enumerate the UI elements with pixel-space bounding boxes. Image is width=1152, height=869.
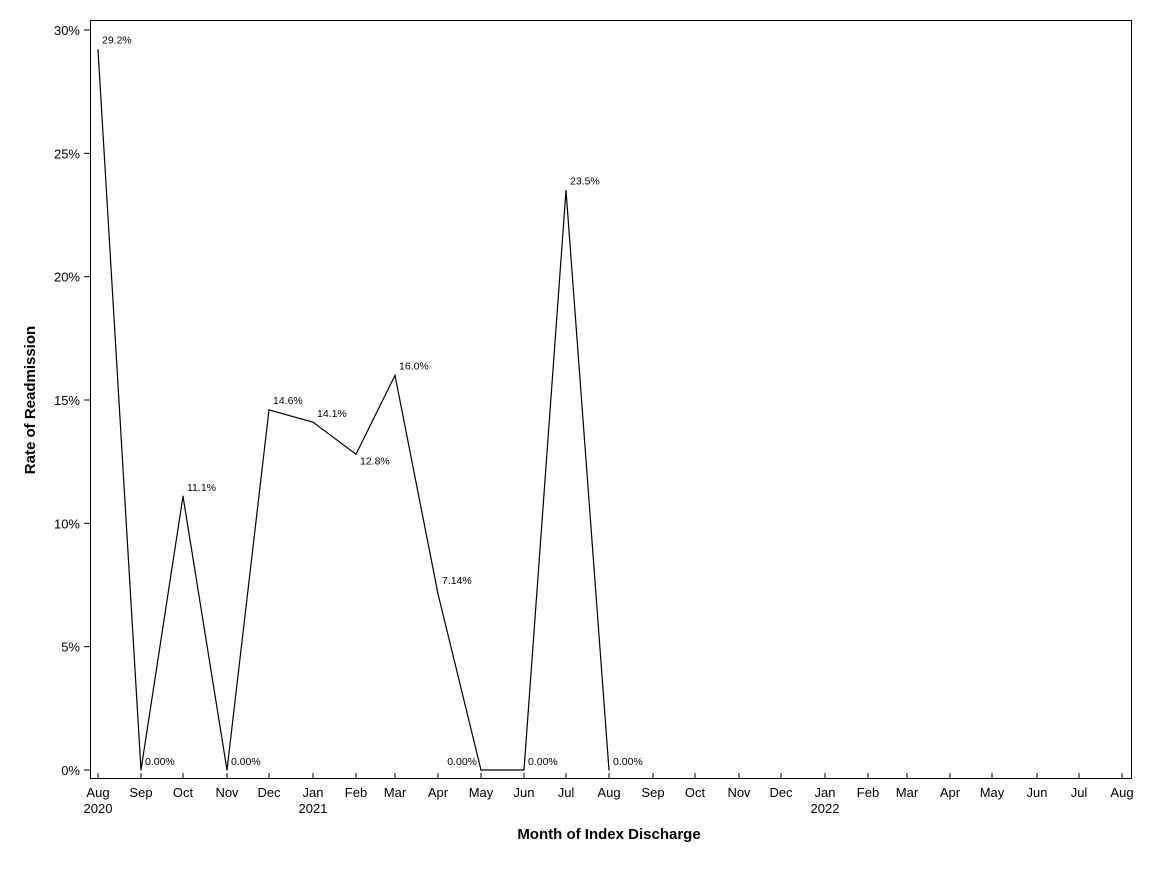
- x-tick-label: Nov: [215, 785, 239, 800]
- y-axis-title: Rate of Readmission: [22, 326, 39, 474]
- x-axis-title: Month of Index Discharge: [517, 826, 700, 843]
- x-year-label: 2022: [811, 801, 840, 816]
- data-point: [394, 374, 396, 376]
- x-tick-label: Sep: [129, 785, 152, 800]
- data-point: [97, 49, 99, 51]
- data-label: 0.00%: [528, 756, 558, 768]
- x-tick-label: Jul: [1071, 785, 1088, 800]
- y-tick-label: 0%: [61, 763, 80, 778]
- x-tick-label: Jun: [514, 785, 535, 800]
- x-tick-label: Aug: [1110, 785, 1133, 800]
- data-point: [226, 769, 228, 771]
- x-tick-label: Oct: [173, 785, 194, 800]
- x-tick-label: Sep: [641, 785, 664, 800]
- data-label: 29.2%: [102, 35, 132, 47]
- data-point: [268, 409, 270, 411]
- x-year-label: 2020: [84, 801, 113, 816]
- x-tick-label: Jan: [303, 785, 324, 800]
- x-year-label: 2021: [299, 801, 328, 816]
- x-tick-label: May: [469, 785, 494, 800]
- data-point: [480, 769, 482, 771]
- series-group: [97, 49, 610, 771]
- data-label: 0.00%: [447, 756, 477, 768]
- data-label: 14.1%: [317, 408, 347, 420]
- x-tick-label: Apr: [940, 785, 961, 800]
- x-tick-label: Nov: [727, 785, 751, 800]
- x-tick-label: May: [980, 785, 1005, 800]
- x-tick-label: Mar: [384, 785, 407, 800]
- y-tick-label: 25%: [54, 146, 80, 161]
- x-tick-label: Jan: [815, 785, 836, 800]
- y-axis: 0% 5% 10% 15% 20% 25% 30%: [54, 23, 90, 778]
- x-tick-label: Dec: [257, 785, 281, 800]
- data-label: 14.6%: [273, 395, 303, 407]
- data-label: 23.5%: [570, 175, 600, 187]
- x-tick-label: Aug: [597, 785, 620, 800]
- y-tick-label: 30%: [54, 23, 80, 38]
- series-line: [97, 49, 610, 771]
- data-label-group: 29.2% 0.00% 11.1% 0.00% 14.6% 14.1% 12.8% 16.0%…: [102, 35, 643, 768]
- data-label: 12.8%: [360, 455, 390, 467]
- data-point: [182, 495, 184, 497]
- data-label: 7.14%: [442, 575, 472, 587]
- x-tick-label: Jul: [558, 785, 575, 800]
- data-label: 16.0%: [399, 360, 429, 372]
- data-point: [437, 593, 439, 595]
- x-tick-label: Aug: [86, 785, 109, 800]
- y-tick-label: 5%: [61, 640, 80, 655]
- x-tick-label: Jun: [1027, 785, 1048, 800]
- y-tick-label: 15%: [54, 393, 80, 408]
- data-point: [355, 453, 357, 455]
- data-point: [565, 189, 567, 191]
- data-label: 0.00%: [231, 756, 261, 768]
- data-point: [140, 769, 142, 771]
- x-tick-label: Feb: [345, 785, 367, 800]
- x-tick-label: Dec: [769, 785, 793, 800]
- y-tick-label: 10%: [54, 516, 80, 531]
- data-label: 0.00%: [613, 756, 643, 768]
- data-point: [608, 769, 610, 771]
- data-label: 11.1%: [187, 482, 216, 494]
- x-tick-label: Apr: [428, 785, 449, 800]
- data-label: 0.00%: [145, 756, 175, 768]
- data-point: [312, 421, 314, 423]
- plot-frame: [90, 20, 1132, 779]
- y-tick-label: 20%: [54, 270, 80, 285]
- data-point: [523, 769, 525, 771]
- x-tick-label: Oct: [685, 785, 706, 800]
- x-axis: Aug Sep Oct Nov Dec Jan Feb Mar Apr May Jun Jul Aug S…: [84, 773, 1134, 816]
- x-tick-label: Feb: [857, 785, 879, 800]
- x-tick-label: Mar: [896, 785, 919, 800]
